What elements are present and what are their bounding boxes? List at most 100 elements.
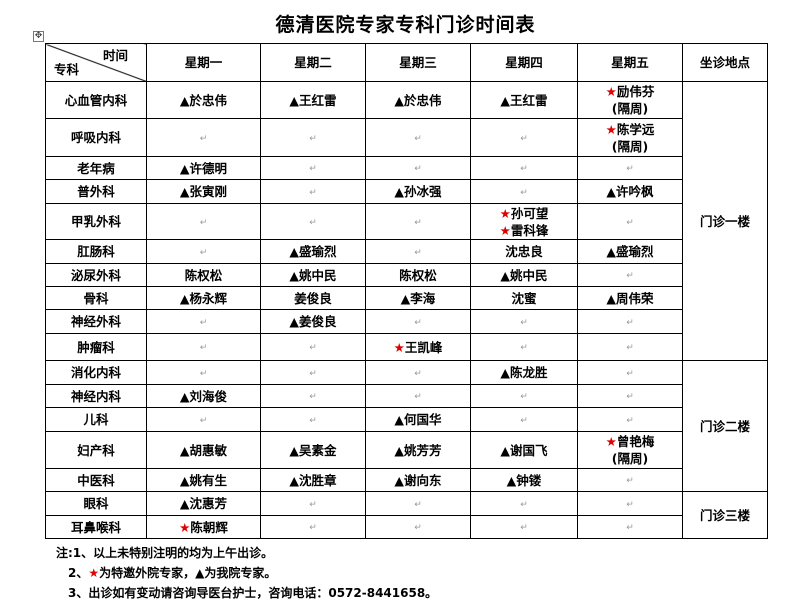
schedule-cell[interactable]: ↵ xyxy=(260,179,366,204)
schedule-cell[interactable]: ↵ xyxy=(470,384,578,408)
schedule-cell[interactable]: ↵ xyxy=(470,309,578,334)
schedule-cell[interactable]: ▲钟镂 xyxy=(470,468,578,492)
paragraph-mark-icon: ↵ xyxy=(414,247,422,258)
schedule-cell[interactable]: ★王凯峰 xyxy=(365,333,471,361)
schedule-cell[interactable]: ↵ xyxy=(146,118,261,157)
schedule-cell[interactable]: ★励伟芬 (隔周) xyxy=(577,81,683,119)
schedule-cell[interactable]: ↵ xyxy=(365,309,471,334)
schedule-cell[interactable]: ▲陈龙胜 xyxy=(470,360,578,385)
schedule-cell[interactable]: ↵ xyxy=(365,515,471,539)
schedule-cell[interactable]: ↵ xyxy=(577,156,683,180)
schedule-cell[interactable]: ↵ xyxy=(470,118,578,157)
schedule-cell[interactable]: ↵ xyxy=(470,333,578,361)
schedule-cell[interactable]: ↵ xyxy=(470,491,578,516)
schedule-cell[interactable]: ↵ xyxy=(260,156,366,180)
schedule-cell[interactable]: ▲刘海俊 xyxy=(146,384,261,408)
schedule-cell[interactable]: ↵ xyxy=(146,333,261,361)
schedule-cell[interactable]: ↵ xyxy=(365,360,471,385)
schedule-cell[interactable]: ↵ xyxy=(365,491,471,516)
schedule-cell[interactable]: ↵ xyxy=(260,491,366,516)
schedule-cell[interactable]: ▲姚有生 xyxy=(146,468,261,492)
schedule-cell[interactable]: ↵ xyxy=(365,239,471,264)
schedule-cell[interactable]: ↵ xyxy=(577,384,683,408)
schedule-cell[interactable]: ▲姚中民 xyxy=(470,263,578,287)
schedule-cell[interactable]: ▲吴素金 xyxy=(260,431,366,469)
schedule-cell[interactable]: ↵ xyxy=(577,333,683,361)
schedule-cell[interactable]: ▲於忠伟 xyxy=(146,81,261,119)
schedule-cell[interactable]: ↵ xyxy=(577,203,683,240)
schedule-cell[interactable]: ↵ xyxy=(470,407,578,432)
schedule-cell[interactable]: ↵ xyxy=(260,515,366,539)
schedule-cell[interactable]: ↵ xyxy=(365,384,471,408)
schedule-cell[interactable]: ↵ xyxy=(470,515,578,539)
schedule-cell[interactable]: ▲许德明 xyxy=(146,156,261,180)
schedule-cell[interactable]: ▲盛瑜烈 xyxy=(260,239,366,264)
star-icon: ★ xyxy=(393,339,405,355)
schedule-cell[interactable]: ▲许吟枫 xyxy=(577,179,683,204)
schedule-cell[interactable]: ▲沈胜章 xyxy=(260,468,366,492)
schedule-cell[interactable]: ↵ xyxy=(260,118,366,157)
schedule-cell[interactable]: ↵ xyxy=(260,333,366,361)
doctor-name: 陈学远 xyxy=(616,121,655,137)
schedule-cell[interactable]: ▲於忠伟 xyxy=(365,81,471,119)
schedule-cell[interactable]: ▲张寅刚 xyxy=(146,179,261,204)
schedule-cell[interactable]: ↵ xyxy=(577,468,683,492)
schedule-cell[interactable]: ★孙可望 ★雷科锋 xyxy=(470,203,578,240)
star-icon: ★ xyxy=(605,121,617,137)
schedule-cell[interactable]: ★陈朝辉 xyxy=(146,515,261,539)
schedule-cell[interactable]: ↵ xyxy=(146,407,261,432)
schedule-cell[interactable]: ▲谢国飞 xyxy=(470,431,578,469)
schedule-cell[interactable]: ▲谢向东 xyxy=(365,468,471,492)
schedule-cell[interactable]: ↵ xyxy=(577,309,683,334)
schedule-cell[interactable]: 陈权松 xyxy=(146,263,261,287)
schedule-cell[interactable]: ▲杨永辉 xyxy=(146,286,261,310)
table-move-handle-icon[interactable]: ✥ xyxy=(33,31,44,42)
schedule-cell[interactable]: ↵ xyxy=(577,263,683,287)
schedule-cell[interactable]: ↵ xyxy=(260,384,366,408)
schedule-cell[interactable]: ↵ xyxy=(577,515,683,539)
schedule-cell[interactable]: ▲沈惠芳 xyxy=(146,491,261,516)
schedule-cell[interactable]: ↵ xyxy=(260,203,366,240)
table-row: 肛肠科 ↵ ▲盛瑜烈 ↵ 沈忠良 ▲盛瑜烈 xyxy=(45,239,768,264)
doctor-name: 刘海俊 xyxy=(189,388,228,404)
doctor-name: 姚中民 xyxy=(510,267,548,283)
schedule-cell[interactable]: ▲盛瑜烈 xyxy=(577,239,683,264)
schedule-cell[interactable]: ★陈学远 (隔周) xyxy=(577,118,683,157)
schedule-cell[interactable]: ▲姚中民 xyxy=(260,263,366,287)
schedule-cell[interactable]: ▲王红雷 xyxy=(470,81,578,119)
schedule-cell[interactable]: ▲李海 xyxy=(365,286,471,310)
schedule-cell[interactable]: ▲姜俊良 xyxy=(260,309,366,334)
schedule-cell[interactable]: ★曾艳梅 (隔周) xyxy=(577,431,683,469)
schedule-cell[interactable]: ↵ xyxy=(577,407,683,432)
schedule-cell[interactable]: ↵ xyxy=(260,407,366,432)
table-row: 神经外科 ↵ ▲姜俊良 ↵ ↵ ↵ xyxy=(45,309,768,334)
schedule-cell[interactable]: ▲何国华 xyxy=(365,407,471,432)
schedule-cell[interactable]: ↵ xyxy=(365,156,471,180)
schedule-cell[interactable]: ▲姚芳芳 xyxy=(365,431,471,469)
schedule-cell[interactable]: ↵ xyxy=(146,203,261,240)
schedule-cell[interactable]: ↵ xyxy=(146,309,261,334)
schedule-cell[interactable]: 姜俊良 xyxy=(260,286,366,310)
schedule-cell[interactable]: ↵ xyxy=(260,360,366,385)
schedule-cell[interactable]: ↵ xyxy=(470,156,578,180)
schedule-cell[interactable]: 陈权松 xyxy=(365,263,471,287)
note-3: 3、出诊如有变动请咨询导医台护士，咨询电话：0572-8441658。 xyxy=(68,586,438,600)
schedule-cell[interactable]: ↵ xyxy=(146,239,261,264)
schedule-cell[interactable]: ▲胡惠敏 xyxy=(146,431,261,469)
schedule-cell[interactable]: ▲王红雷 xyxy=(260,81,366,119)
location-header: 坐诊地点 xyxy=(682,43,768,82)
schedule-cell[interactable]: ↵ xyxy=(146,360,261,385)
schedule-cell[interactable]: ↵ xyxy=(365,118,471,157)
schedule-cell[interactable]: ↵ xyxy=(470,179,578,204)
schedule-cell[interactable]: ↵ xyxy=(577,491,683,516)
schedule-cell[interactable]: 沈蜜 xyxy=(470,286,578,310)
doctor-name: 谢向东 xyxy=(404,472,442,488)
doctor-name: 王红雷 xyxy=(510,92,548,108)
schedule-cell[interactable]: ↵ xyxy=(577,360,683,385)
schedule-cell[interactable]: ↵ xyxy=(365,203,471,240)
triangle-icon: ▲ xyxy=(289,244,300,259)
schedule-cell[interactable]: ▲孙冰强 xyxy=(365,179,471,204)
schedule-cell[interactable]: ▲周伟荣 xyxy=(577,286,683,310)
schedule-cell[interactable]: 沈忠良 xyxy=(470,239,578,264)
day-header: 星期四 xyxy=(470,43,578,82)
